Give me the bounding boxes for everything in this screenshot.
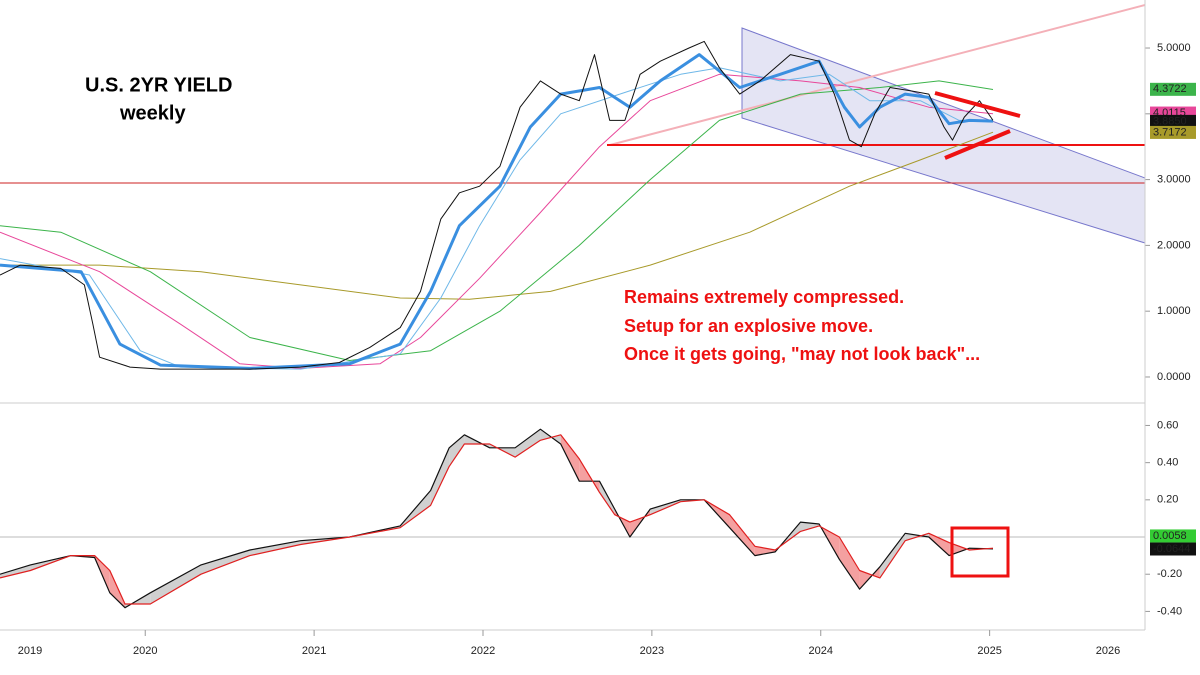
y-tick-label: 0.60: [1157, 419, 1178, 431]
histogram-fill: [928, 533, 950, 556]
trend-line: [609, 4, 1146, 146]
last-value-box: [1150, 542, 1196, 556]
y-tick-label: 0.40: [1157, 457, 1178, 469]
y-tick-label: -0.20: [1157, 568, 1182, 580]
series-line: [0, 53, 994, 370]
histogram-fill: [430, 447, 450, 506]
last-value-box: [1150, 82, 1196, 96]
y-tick-label: 0.0000: [1157, 371, 1191, 383]
annotation: Remains extremely compressed.: [624, 287, 904, 307]
series-line: [0, 40, 994, 370]
histogram-fill: [449, 434, 465, 467]
x-tick-label: 2026: [1096, 645, 1120, 657]
histogram-fill: [150, 564, 201, 604]
price-panel: 0.00001.00002.00003.00004.00005.00004.37…: [0, 40, 1196, 383]
histogram-fill: [249, 540, 301, 556]
last-value-box: [1150, 125, 1196, 139]
histogram-fill: [729, 514, 755, 556]
chart-title: U.S. 2YR YIELD: [85, 74, 232, 96]
annotation: Setup for an explosive move.: [624, 316, 873, 336]
x-tick-label: 2023: [640, 645, 664, 657]
y-tick-label: -0.40: [1157, 605, 1182, 617]
last-value-box: [1150, 114, 1196, 128]
x-tick-label: 2022: [471, 645, 495, 657]
histogram-fill: [949, 542, 970, 556]
y-tick-label: 5.0000: [1157, 42, 1191, 54]
series-line: [0, 428, 994, 609]
highlight-box: [950, 526, 1010, 578]
x-tick-label: 2021: [302, 645, 326, 657]
macd-panel: -0.40 -0.20 0.20 0.40 0.60 0.0058-0.0644: [0, 419, 1196, 617]
annotation: Once it gets going, "may not look back".…: [624, 344, 980, 364]
x-tick-label: 2025: [977, 645, 1001, 657]
histogram-fill: [800, 522, 820, 532]
x-tick-label: 2020: [133, 645, 157, 657]
histogram-fill: [599, 481, 615, 515]
last-value-label: 0.0058: [1153, 530, 1187, 542]
y-tick-label: 0.20: [1157, 494, 1178, 506]
triangle-lower: [944, 129, 1011, 160]
last-value-box: [1150, 529, 1196, 543]
histogram-fill: [560, 434, 580, 482]
last-value-label: 3.8850: [1153, 115, 1187, 127]
histogram-fill: [515, 429, 541, 458]
series-line: [0, 80, 994, 361]
histogram-fill: [839, 537, 860, 590]
histogram-fill: [754, 546, 776, 556]
histogram-fill: [879, 533, 906, 578]
chart-subtitle: weekly: [119, 102, 186, 124]
y-tick-label: 2.0000: [1157, 239, 1191, 251]
y-tick-label: 3.0000: [1157, 174, 1191, 186]
histogram-fill: [0, 564, 31, 578]
histogram-fill: [200, 550, 250, 575]
series-line: [0, 434, 994, 605]
last-value-label: -0.0644: [1153, 543, 1190, 555]
x-tick-label: 2019: [18, 645, 42, 657]
last-value-label: 3.7172: [1153, 126, 1187, 138]
last-value-label: 4.3722: [1153, 83, 1187, 95]
x-tick-label: 2024: [809, 645, 833, 657]
series-line: [0, 131, 994, 300]
triangle-upper: [934, 91, 1021, 118]
y-tick-label: 1.0000: [1157, 305, 1191, 317]
